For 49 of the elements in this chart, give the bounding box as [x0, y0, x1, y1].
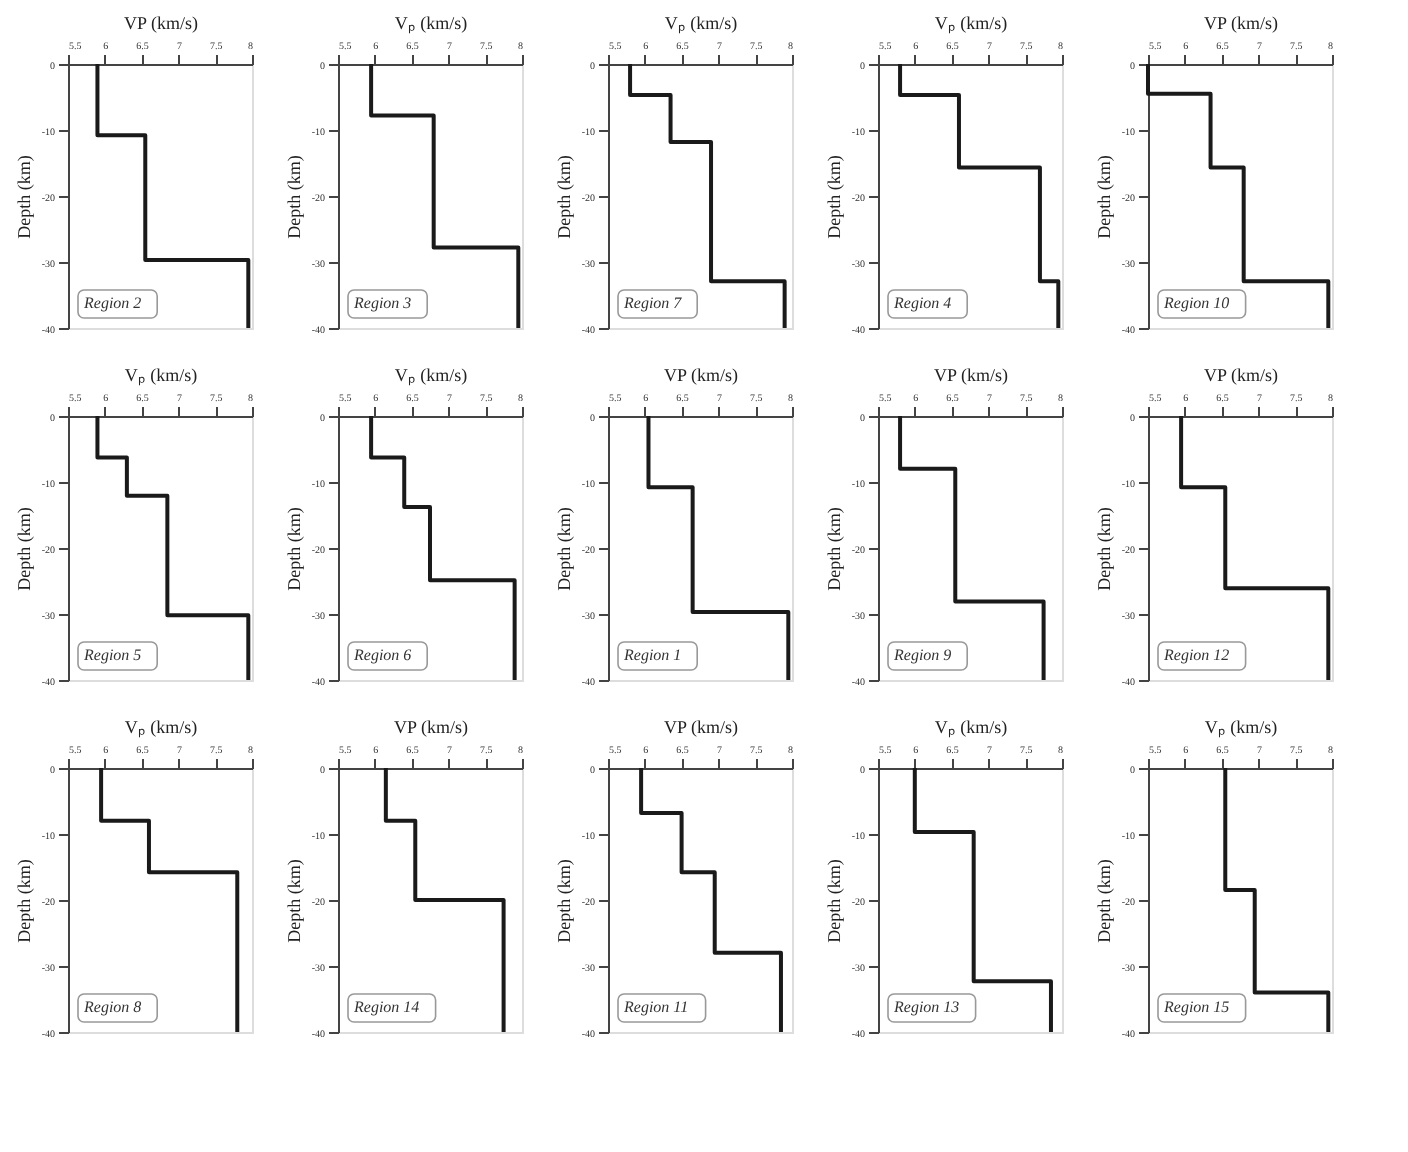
y-axis-title: Depth (km): [1093, 507, 1114, 591]
annotation: Region 1: [622, 646, 682, 664]
x-axis-title: Vₚ (km/s): [934, 717, 1008, 739]
annotation: Region 5: [82, 646, 142, 664]
x-axis-title: VP (km/s): [124, 13, 198, 33]
x-axis-title: Vₚ (km/s): [124, 365, 198, 387]
x-axis-title: Vₚ (km/s): [394, 365, 468, 387]
line-series: [898, 414, 1046, 682]
annotation: Region 9: [892, 646, 952, 664]
y-axis-title: Depth (km): [823, 155, 844, 239]
x-axis-title: VP (km/s): [1204, 13, 1278, 33]
x-axis-title: VP (km/s): [664, 365, 738, 385]
x-axis-title: VP (km/s): [394, 717, 468, 737]
y-axis-title: Depth (km): [823, 507, 844, 591]
y-axis-title: Depth (km): [823, 859, 844, 943]
annotation: Region 8: [82, 998, 142, 1016]
line-series: [898, 62, 1061, 330]
y-axis-title: Depth (km): [1093, 859, 1114, 943]
line-series: [1146, 62, 1331, 330]
line-series: [628, 62, 787, 330]
y-axis-title: Depth (km): [283, 859, 304, 943]
annotation: Region 15: [1162, 998, 1230, 1016]
y-axis-title: Depth (km): [13, 507, 34, 591]
annotation: Region 4: [892, 294, 952, 312]
y-axis-title: Depth (km): [13, 859, 34, 943]
x-axis-title: VP (km/s): [1204, 365, 1278, 385]
x-axis-title: VP (km/s): [934, 365, 1008, 385]
y-axis-title: Depth (km): [553, 859, 574, 943]
annotation: Region 10: [1162, 294, 1230, 312]
annotation: Region 13: [892, 998, 960, 1016]
x-axis-title: VP (km/s): [664, 717, 738, 737]
annotation: Region 14: [352, 998, 420, 1016]
x-axis-title: Vₚ (km/s): [1204, 717, 1278, 739]
annotation: Region 7: [622, 294, 684, 312]
y-axis-title: Depth (km): [553, 155, 574, 239]
y-axis-title: Depth (km): [283, 507, 304, 591]
x-axis-title: Vₚ (km/s): [934, 13, 1008, 35]
annotation: Region 11: [622, 998, 689, 1016]
y-axis-title: Depth (km): [1093, 155, 1114, 239]
y-axis-title: Depth (km): [553, 507, 574, 591]
y-axis-title: Depth (km): [283, 155, 304, 239]
annotation: Region 6: [352, 646, 412, 664]
y-axis-title: Depth (km): [13, 155, 34, 239]
annotation: Region 12: [1162, 646, 1230, 664]
x-axis-title: Vₚ (km/s): [124, 717, 198, 739]
x-axis-title: Vₚ (km/s): [394, 13, 468, 35]
annotation: Region 2: [82, 294, 142, 312]
annotation: Region 3: [352, 294, 412, 312]
x-axis-title: Vₚ (km/s): [664, 13, 738, 35]
